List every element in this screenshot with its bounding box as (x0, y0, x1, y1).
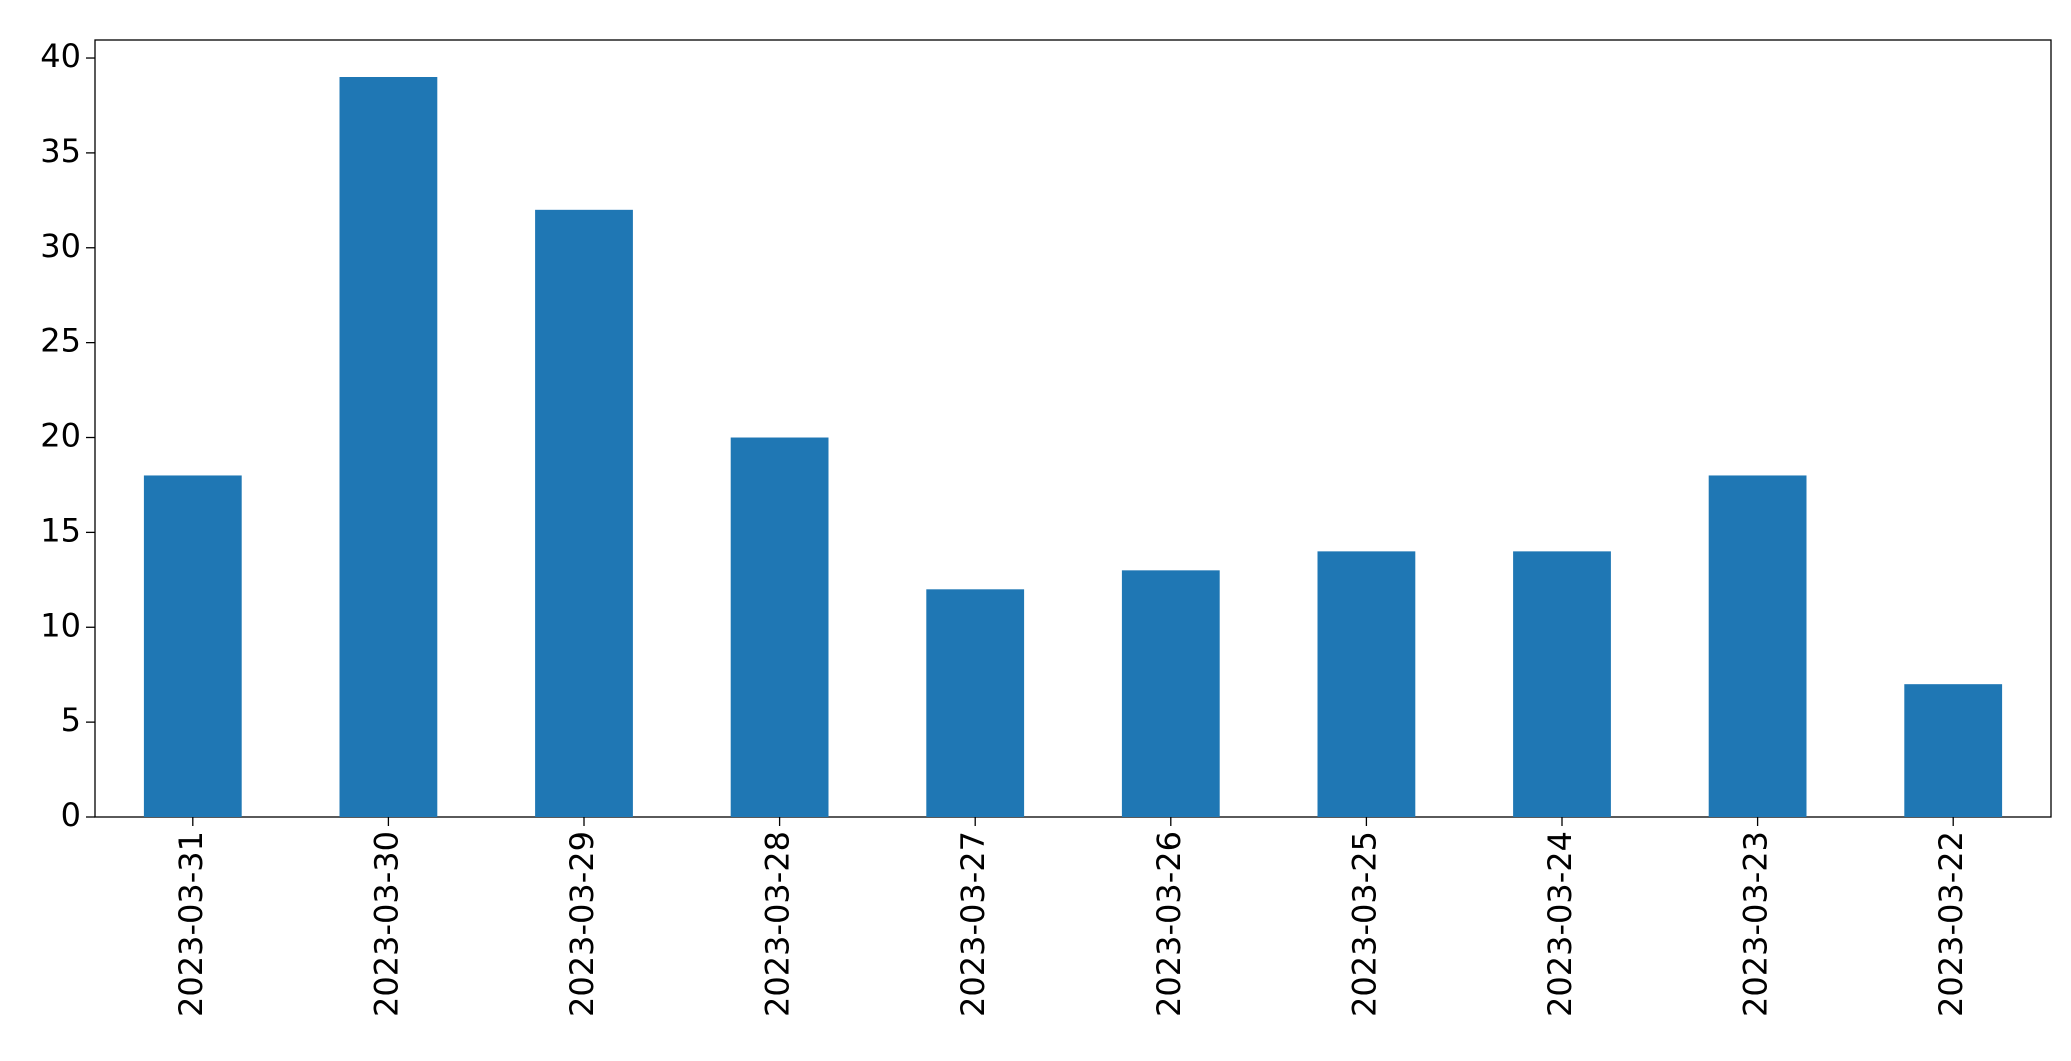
x-tick-label: 2023-03-25 (1345, 831, 1383, 1017)
y-tick-label: 35 (40, 132, 81, 170)
x-tick-label: 2023-03-31 (172, 831, 210, 1017)
x-tick-label: 2023-03-26 (1150, 831, 1188, 1017)
y-tick-label: 0 (61, 796, 81, 834)
x-tick-label: 2023-03-23 (1737, 831, 1775, 1017)
x-tick-label: 2023-03-29 (563, 831, 601, 1017)
bar (339, 77, 438, 817)
plot-frame (94, 39, 2052, 818)
bar (1121, 570, 1220, 817)
x-tick-label: 2023-03-24 (1541, 831, 1579, 1017)
bar (1317, 551, 1416, 817)
y-tick-label: 15 (40, 511, 81, 549)
bar (143, 475, 242, 817)
y-tick-label: 5 (61, 701, 81, 739)
bar (535, 209, 633, 818)
bar (1513, 551, 1611, 817)
y-tick-label: 40 (40, 37, 81, 75)
x-tick-label: 2023-03-30 (367, 831, 405, 1017)
x-tick-label: 2023-03-27 (954, 831, 992, 1017)
bar (730, 437, 829, 817)
bar (1904, 684, 2003, 817)
y-tick-label: 30 (40, 227, 81, 265)
y-tick-label: 20 (40, 417, 81, 455)
y-tick-label: 10 (40, 606, 81, 644)
bar (926, 589, 1025, 817)
x-tick-label: 2023-03-22 (1932, 831, 1970, 1017)
x-tick-label: 2023-03-28 (759, 831, 797, 1017)
y-tick-label: 25 (40, 322, 81, 360)
bar (1708, 475, 1807, 817)
